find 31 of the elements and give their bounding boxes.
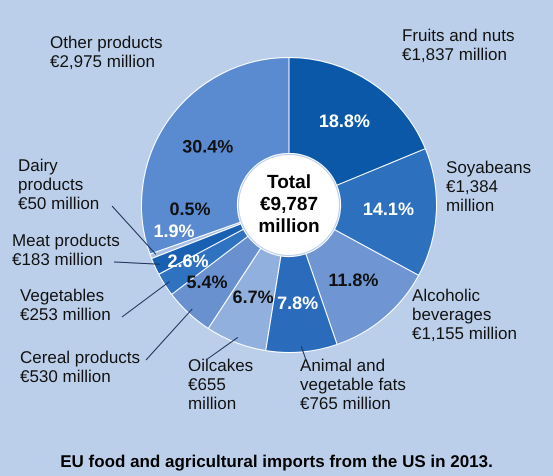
slice-label: Soyabeans	[446, 158, 532, 178]
text: 30.4%	[182, 136, 234, 156]
data-label: €183 million	[12, 250, 103, 270]
text: 11.8%	[328, 270, 378, 290]
text: 5.4%	[186, 272, 228, 292]
text: 1.9%	[153, 220, 195, 241]
text: 14.1%	[362, 199, 414, 220]
data-label: €765 million	[300, 394, 391, 414]
data-label: €2,975 million	[50, 52, 155, 72]
text: EU food and agricultural imports from the US in 2013.	[59, 452, 494, 472]
text: 6.7%	[232, 286, 274, 307]
slice-label: Vegetables	[20, 286, 104, 306]
slice-label: Cereal products	[20, 348, 140, 368]
text: 7.8%	[277, 293, 318, 314]
slice-label: Fruits and nuts	[402, 26, 514, 46]
slice-label: Dairy products	[18, 156, 84, 194]
slice-label: Oilcakes	[188, 356, 254, 376]
slice-label: Meat products	[12, 231, 120, 250]
data-label: €1,837 million	[402, 45, 507, 64]
slice-label: Animal and vegetable fats	[300, 356, 406, 394]
data-label: €530 million	[20, 367, 111, 386]
data-label: €1,384 million	[446, 177, 498, 216]
data-label: €253 million	[20, 305, 111, 324]
text: 0.5%	[169, 198, 211, 219]
data-label: €1,155 million	[412, 324, 517, 344]
slice-label: Other products	[50, 33, 162, 52]
data-label: €655 million	[188, 375, 236, 414]
text: Total €9,787 million	[257, 172, 321, 238]
text: 18.8%	[318, 111, 370, 132]
data-label: €50 million	[18, 194, 100, 214]
slice-label: Alcoholic beverages	[412, 286, 492, 324]
